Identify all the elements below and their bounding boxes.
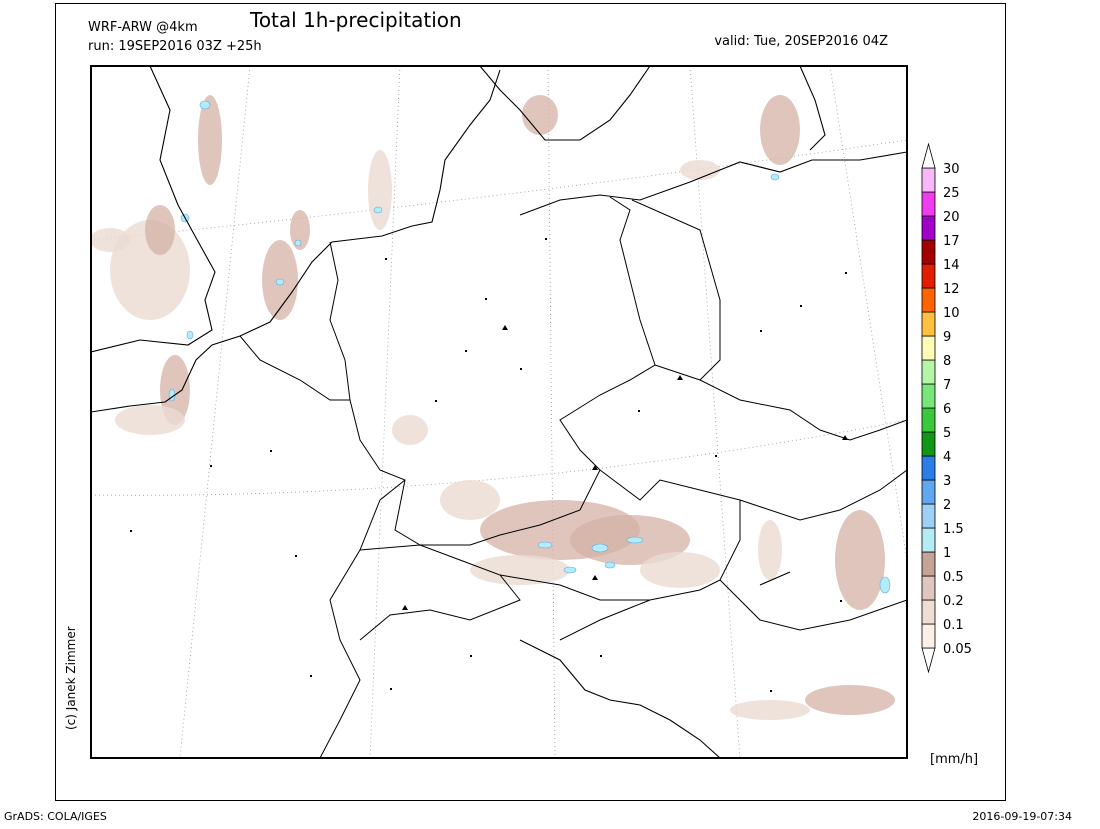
color-swatch — [921, 359, 936, 385]
color-swatch — [921, 599, 936, 625]
colorbar-label: 1 — [943, 546, 951, 561]
colorbar-label: 8 — [943, 354, 951, 369]
timestamp: 2016-09-19-07:34 — [972, 810, 1072, 823]
graticule — [91, 419, 907, 496]
colorbar-label: 0.5 — [943, 570, 964, 585]
border — [631, 199, 721, 381]
border — [559, 579, 907, 641]
outer-frame — [55, 3, 1006, 801]
color-swatch — [921, 503, 936, 529]
colorbar-label: 0.1 — [943, 618, 964, 633]
color-swatch — [921, 167, 936, 193]
colorbar-label: 10 — [943, 306, 960, 321]
colorbar-label: 30 — [943, 162, 960, 177]
software-label: GrADS: COLA/IGES — [4, 810, 107, 823]
colorbar-label: 7 — [943, 378, 951, 393]
color-swatch — [921, 575, 936, 601]
color-swatch — [921, 551, 936, 577]
colorbar-label: 25 — [943, 186, 960, 201]
color-swatch — [921, 479, 936, 505]
border — [329, 196, 656, 546]
precipitation — [91, 95, 895, 720]
coastline — [759, 571, 791, 586]
coastline — [91, 69, 501, 413]
valid-label: valid: Tue, 20SEP2016 04Z — [714, 34, 888, 49]
color-swatch — [921, 335, 936, 361]
border — [739, 469, 907, 521]
border — [359, 544, 521, 641]
colorbar-label: 5 — [943, 426, 951, 441]
coastline — [91, 66, 216, 353]
graticule — [547, 66, 556, 758]
coastline — [519, 639, 721, 758]
border — [499, 469, 741, 601]
color-swatch — [921, 311, 936, 337]
colorbar-label: 2 — [943, 498, 951, 513]
color-swatch — [921, 623, 936, 649]
color-swatch — [921, 647, 936, 674]
colorbar-label: 4 — [943, 450, 951, 465]
color-swatch — [921, 527, 936, 553]
color-swatch — [921, 431, 936, 457]
coastline — [799, 66, 826, 151]
title: Total 1h-precipitation — [249, 8, 462, 32]
coastline — [479, 66, 651, 141]
graticule — [829, 66, 907, 561]
map — [90, 65, 908, 759]
colorbar-label: 17 — [943, 234, 960, 249]
unit-label: [mm/h] — [930, 752, 978, 767]
border — [239, 335, 350, 401]
color-swatch — [921, 142, 936, 169]
run-label: run: 19SEP2016 03Z +25h — [88, 39, 262, 54]
colorbar-label: 14 — [943, 258, 960, 273]
coastline — [519, 151, 907, 216]
color-swatch — [921, 263, 936, 289]
colorbar-label: 1.5 — [943, 522, 964, 537]
colorbar-label: 9 — [943, 330, 951, 345]
border — [654, 364, 907, 441]
color-swatch — [921, 455, 936, 481]
colorbar-label: 0.05 — [943, 642, 972, 657]
model-label: WRF-ARW @4km — [88, 20, 198, 35]
color-swatch — [921, 191, 936, 217]
colorbar-label: 20 — [943, 210, 960, 225]
map-frame — [90, 65, 908, 759]
city-markers — [130, 238, 848, 692]
color-swatch — [921, 407, 936, 433]
colorbar-label: 6 — [943, 402, 951, 417]
colorbar-label: 3 — [943, 474, 951, 489]
border — [319, 479, 406, 758]
colorbar: 0.05 0.1 0.2 0.5 1 1.5 2 3 4 5 6 7 8 9 10 12 14 17 20 25 30 — [921, 142, 972, 674]
colorbar-label: 12 — [943, 282, 960, 297]
colorbar-label: 0.2 — [943, 594, 964, 609]
color-swatch — [921, 215, 936, 241]
credit: (c) Janek Zimmer — [64, 626, 78, 730]
color-swatch — [921, 239, 936, 265]
color-swatch — [921, 287, 936, 313]
color-swatch — [921, 383, 936, 409]
